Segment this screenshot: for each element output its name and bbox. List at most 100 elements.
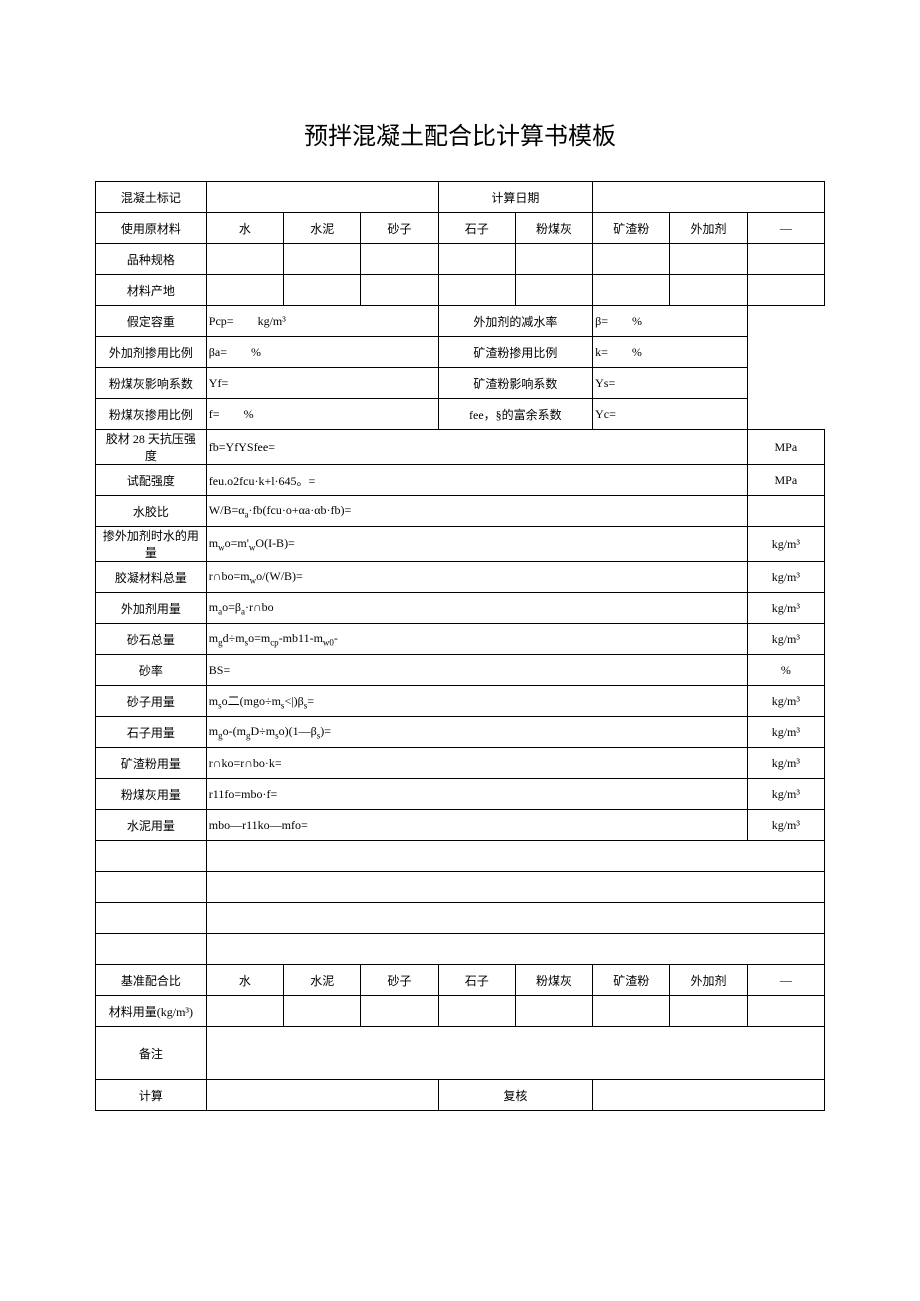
cell — [747, 337, 824, 368]
slag-amount-value: r∩ko=r∩bo·k= — [206, 748, 747, 779]
cell — [206, 244, 283, 275]
aggregate-total-value: mgd÷mso=mcp-mb11-mw0- — [206, 624, 747, 655]
aggregate-total-label: 砂石总量 — [96, 624, 207, 655]
cell — [747, 996, 824, 1027]
sand-amount-label: 砂子用量 — [96, 686, 207, 717]
slag-coef-label: 矿渣粉影响系数 — [438, 368, 593, 399]
slag-ratio-label: 矿渣粉掺用比例 — [438, 337, 593, 368]
trial-strength-value: feu.o2fcu·k+l·645。= — [206, 465, 747, 496]
water-with-admix-label: 掺外加剂时水的用量 — [96, 527, 207, 562]
sand-amount-unit: kg/m³ — [747, 686, 824, 717]
binder-total-label: 胶凝材料总量 — [96, 562, 207, 593]
admix-amount-label: 外加剂用量 — [96, 593, 207, 624]
cell — [206, 841, 824, 872]
cell — [361, 275, 438, 306]
material-col: 水泥 — [284, 965, 361, 996]
stone-amount-unit: kg/m³ — [747, 717, 824, 748]
mix-design-table: 混凝土标记 计算日期 使用原材料 水 水泥 砂子 石子 粉煤灰 矿渣粉 外加剂 … — [95, 181, 825, 1111]
notes-value — [206, 1027, 824, 1080]
water-with-admix-unit: kg/m³ — [747, 527, 824, 562]
cell — [747, 496, 824, 527]
concrete-mark-label: 混凝土标记 — [96, 182, 207, 213]
cell — [206, 872, 824, 903]
cell — [96, 934, 207, 965]
cell — [670, 244, 747, 275]
cell — [670, 275, 747, 306]
cell — [206, 996, 283, 1027]
calc-label: 计算 — [96, 1080, 207, 1111]
material-col: 砂子 — [361, 213, 438, 244]
cell — [747, 306, 824, 337]
wb-value: W/B=αa·fb(fcu·o+αa·αb·fb)= — [206, 496, 747, 527]
calc-date-value — [593, 182, 825, 213]
sand-rate-label: 砂率 — [96, 655, 207, 686]
binder-total-unit: kg/m³ — [747, 562, 824, 593]
page-title: 预拌混凝土配合比计算书模板 — [95, 116, 825, 151]
cell — [438, 275, 515, 306]
material-col: 水 — [206, 213, 283, 244]
aggregate-total-unit: kg/m³ — [747, 624, 824, 655]
material-col: 粉煤灰 — [515, 213, 592, 244]
material-col: 石子 — [438, 213, 515, 244]
wb-label: 水胶比 — [96, 496, 207, 527]
cement-amount-unit: kg/m³ — [747, 810, 824, 841]
cell — [284, 244, 361, 275]
raw-material-label: 使用原材料 — [96, 213, 207, 244]
cell — [361, 996, 438, 1027]
material-col: — — [747, 965, 824, 996]
binder-28d-value: fb=YfYSfee= — [206, 430, 747, 465]
cell — [284, 996, 361, 1027]
variety-spec-label: 品种规格 — [96, 244, 207, 275]
slag-coef-value: Ys= — [593, 368, 748, 399]
cell — [593, 244, 670, 275]
cell — [96, 903, 207, 934]
sand-rate-value: BS= — [206, 655, 747, 686]
admix-ratio-value: βa= % — [206, 337, 438, 368]
binder-28d-unit: MPa — [747, 430, 824, 465]
yc-value: Yc= — [593, 399, 748, 430]
sand-amount-value: mso二(mgo÷ms<|)βs= — [206, 686, 747, 717]
cell — [515, 244, 592, 275]
cell — [747, 368, 824, 399]
sand-rate-unit: % — [747, 655, 824, 686]
admix-amount-value: mao=βa·r∩bo — [206, 593, 747, 624]
calc-date-label: 计算日期 — [438, 182, 593, 213]
cell — [284, 275, 361, 306]
notes-label: 备注 — [96, 1027, 207, 1080]
recheck-label: 复核 — [438, 1080, 593, 1111]
cement-amount-value: mbo—r11ko—mfo= — [206, 810, 747, 841]
concrete-mark-value — [206, 182, 438, 213]
beta-value: β= % — [593, 306, 748, 337]
material-col: 外加剂 — [670, 213, 747, 244]
cell — [593, 275, 670, 306]
k-value: k= % — [593, 337, 748, 368]
cell — [361, 244, 438, 275]
cell — [515, 275, 592, 306]
binder-28d-label: 胶材 28 天抗压强度 — [96, 430, 207, 465]
cell — [747, 275, 824, 306]
material-usage-label: 材料用量(kg/m³) — [96, 996, 207, 1027]
flyash-amount-value: r11fo=mbo·f= — [206, 779, 747, 810]
flyash-ratio-value: f= % — [206, 399, 438, 430]
flyash-amount-label: 粉煤灰用量 — [96, 779, 207, 810]
trial-strength-label: 试配强度 — [96, 465, 207, 496]
cell — [96, 841, 207, 872]
calc-value — [206, 1080, 438, 1111]
base-mix-label: 基准配合比 — [96, 965, 207, 996]
admix-ratio-label: 外加剂掺用比例 — [96, 337, 207, 368]
cell — [515, 996, 592, 1027]
binder-total-value: r∩bo=mwo/(W/B)= — [206, 562, 747, 593]
flyash-amount-unit: kg/m³ — [747, 779, 824, 810]
material-col: 水泥 — [284, 213, 361, 244]
assumed-bulk-value: Pcp= kg/m³ — [206, 306, 438, 337]
recheck-value — [593, 1080, 825, 1111]
stone-amount-label: 石子用量 — [96, 717, 207, 748]
slag-amount-label: 矿渣粉用量 — [96, 748, 207, 779]
stone-amount-value: mgo-(mgD÷mso)(1—βs)= — [206, 717, 747, 748]
cell — [206, 934, 824, 965]
water-with-admix-value: mwo=m'wO(I-B)= — [206, 527, 747, 562]
flyash-coef-value: Yf= — [206, 368, 438, 399]
cell — [747, 244, 824, 275]
cell — [438, 244, 515, 275]
material-col: — — [747, 213, 824, 244]
